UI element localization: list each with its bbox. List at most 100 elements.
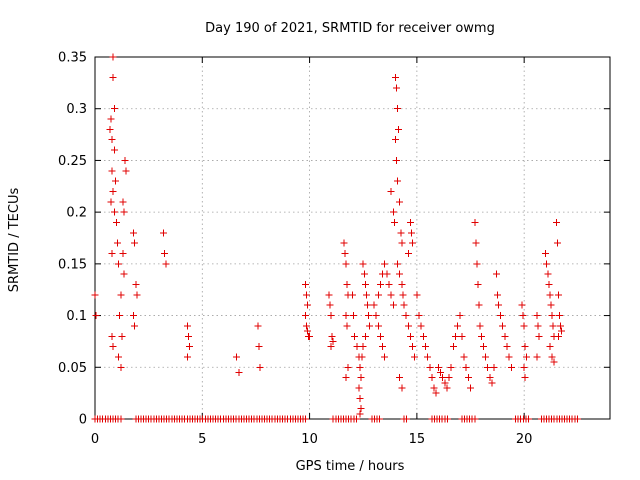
data-point [109,343,117,351]
data-point [462,363,470,371]
data-markers [91,53,581,423]
data-point [557,322,565,330]
data-point [115,260,123,268]
data-point [389,301,397,309]
data-point [406,218,414,226]
data-point [351,332,359,340]
data-point [549,322,557,330]
zero-data-point [302,415,310,423]
data-point [494,301,502,309]
data-point [472,239,480,247]
data-point [467,384,475,392]
data-point [548,312,556,320]
data-point [112,218,120,226]
data-point [492,270,500,278]
data-point [387,187,395,195]
x-tick-label: 20 [516,432,533,447]
data-point [355,384,363,392]
data-point [454,322,462,330]
data-point [389,208,397,216]
data-point [409,343,417,351]
data-point [520,363,528,371]
data-point [116,312,124,320]
data-point [361,281,369,289]
data-point [341,250,349,258]
data-point [365,312,373,320]
data-point [404,250,412,258]
data-point [394,177,402,185]
data-point [391,74,399,82]
data-point [108,136,116,144]
data-point [301,281,309,289]
data-point [132,281,140,289]
data-point [417,322,425,330]
data-point [533,312,541,320]
data-point [130,229,138,237]
data-point [350,312,358,320]
x-tick-label: 5 [198,432,206,447]
data-point [109,53,117,61]
data-point [408,229,416,237]
data-point [366,322,374,330]
data-point [390,218,398,226]
data-point [477,332,485,340]
data-point [133,291,141,299]
data-point [488,379,496,387]
chart-title: Day 190 of 2021, SRMTID for receiver owm… [205,21,495,36]
data-point [471,218,479,226]
zero-data-point [443,415,451,423]
data-point [520,322,528,330]
data-point [122,167,130,175]
data-point [518,301,526,309]
x-tick-label: 0 [91,432,99,447]
data-point [357,374,365,382]
zero-data-point [471,415,479,423]
data-point [383,270,391,278]
data-point [505,353,513,361]
data-point [111,177,119,185]
zero-data-point [524,415,532,423]
data-point [406,332,414,340]
data-point [399,291,407,299]
data-point [381,353,389,361]
zero-data-point [352,415,360,423]
data-point [328,332,336,340]
data-point [411,353,419,361]
data-point [475,301,483,309]
data-point [235,368,243,376]
data-point [428,374,436,382]
axis-ticks: 0 0.05 0.1 0.15 0.2 0.25 0.3 0.35 0 5 10 15 20 [58,51,610,447]
plot-frame [94,56,611,420]
data-point [533,353,541,361]
data-point [119,250,127,258]
data-point [303,301,311,309]
data-point [556,312,564,320]
y-tick-label: 0.05 [58,361,87,376]
data-point [344,363,352,371]
data-point [342,260,350,268]
data-point [301,312,309,320]
data-point [396,270,404,278]
data-point [553,239,561,247]
data-point [117,291,125,299]
data-point [115,353,123,361]
data-point [107,115,115,123]
data-point [109,187,117,195]
data-point [432,389,440,397]
data-point [391,136,399,144]
data-point [413,291,421,299]
data-point [356,394,364,402]
data-point [361,332,369,340]
data-point [342,374,350,382]
data-point [503,343,511,351]
data-point [404,322,412,330]
data-point [343,281,351,289]
data-point [306,332,314,340]
data-point [303,327,311,335]
data-point [436,368,444,376]
data-point [398,281,406,289]
data-point [108,167,116,175]
data-point [364,301,372,309]
data-point [108,250,116,258]
data-point [558,327,566,335]
